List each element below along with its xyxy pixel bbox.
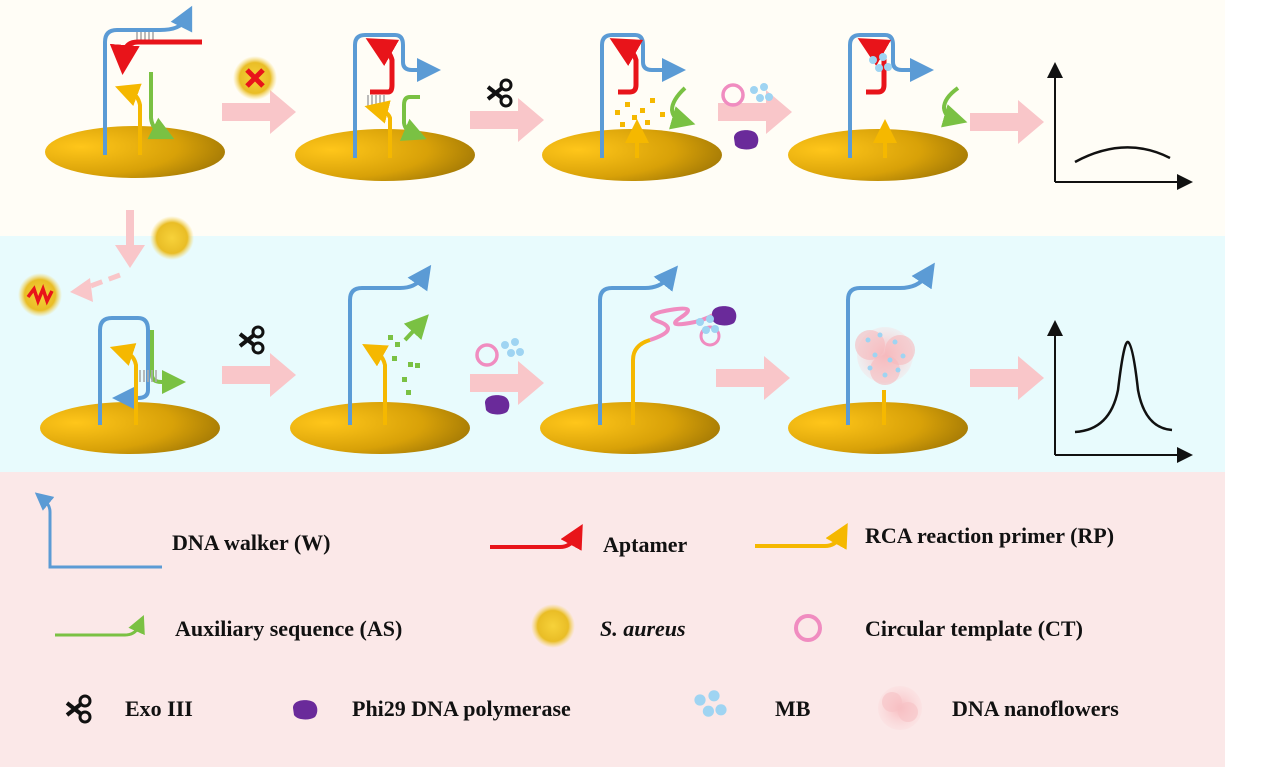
legend-s-aureus-label: S. aureus: [600, 616, 686, 641]
legend-nanoflowers: DNA nanoflowers: [878, 686, 1119, 730]
bacterium-icon: [150, 216, 194, 260]
row2-step2: [290, 264, 470, 454]
legend-walker-label: DNA walker (W): [172, 530, 330, 555]
legend-circular-template: Circular template (CT): [794, 614, 1083, 642]
dna-walker: [103, 5, 193, 155]
legend-polymerase-label: Phi29 DNA polymerase: [352, 696, 571, 721]
legend-auxiliary-label: Auxiliary sequence (AS): [175, 616, 402, 641]
legend-auxiliary: Auxiliary sequence (AS): [55, 615, 402, 641]
signal-plot-low: [1047, 62, 1193, 190]
row1-step1: [45, 5, 225, 178]
legend-walker: DNA walker (W): [34, 492, 330, 569]
legend-panel: [0, 472, 1225, 767]
row2-step4: [788, 262, 968, 454]
legend-exo-label: Exo III: [125, 696, 193, 721]
row1-step2: [295, 33, 475, 181]
circle-template-icon: [721, 83, 745, 107]
row2-step3: [540, 265, 737, 454]
auxiliary-sequence: [147, 72, 175, 140]
digested-fragments: [615, 98, 665, 127]
polymerase-blob-icon: [734, 130, 759, 150]
legend-exo: Exo III: [65, 694, 193, 724]
legend-s-aureus: S. aureus: [531, 604, 686, 648]
row1-step3: [542, 33, 722, 181]
row2-step1: [40, 316, 220, 454]
legend-nanoflowers-label: DNA nanoflowers: [952, 696, 1119, 721]
legend-primer-label: RCA reaction primer (RP): [865, 523, 1114, 548]
row1-step4: [788, 33, 968, 181]
legend-circular-template-label: Circular template (CT): [865, 616, 1083, 641]
legend-mb: MB: [694, 690, 811, 721]
legend-polymerase: Phi29 DNA polymerase: [293, 696, 571, 721]
aptamer: [109, 39, 202, 75]
signal-curve: [1074, 146, 1171, 164]
legend-primer: RCA reaction primer (RP): [755, 523, 1114, 550]
legend-mb-label: MB: [775, 696, 811, 721]
signal-plot-high: [1047, 320, 1193, 463]
blocked-x-icon: [233, 56, 277, 100]
legend-aptamer-label: Aptamer: [603, 532, 688, 557]
nanoflower-icon: [855, 327, 915, 385]
gold-electrode: [45, 126, 225, 178]
legend-aptamer: Aptamer: [490, 524, 688, 557]
primer: [115, 83, 142, 155]
signal-peak: [1074, 340, 1173, 434]
bacterium-aptamer-complex: [18, 273, 62, 317]
